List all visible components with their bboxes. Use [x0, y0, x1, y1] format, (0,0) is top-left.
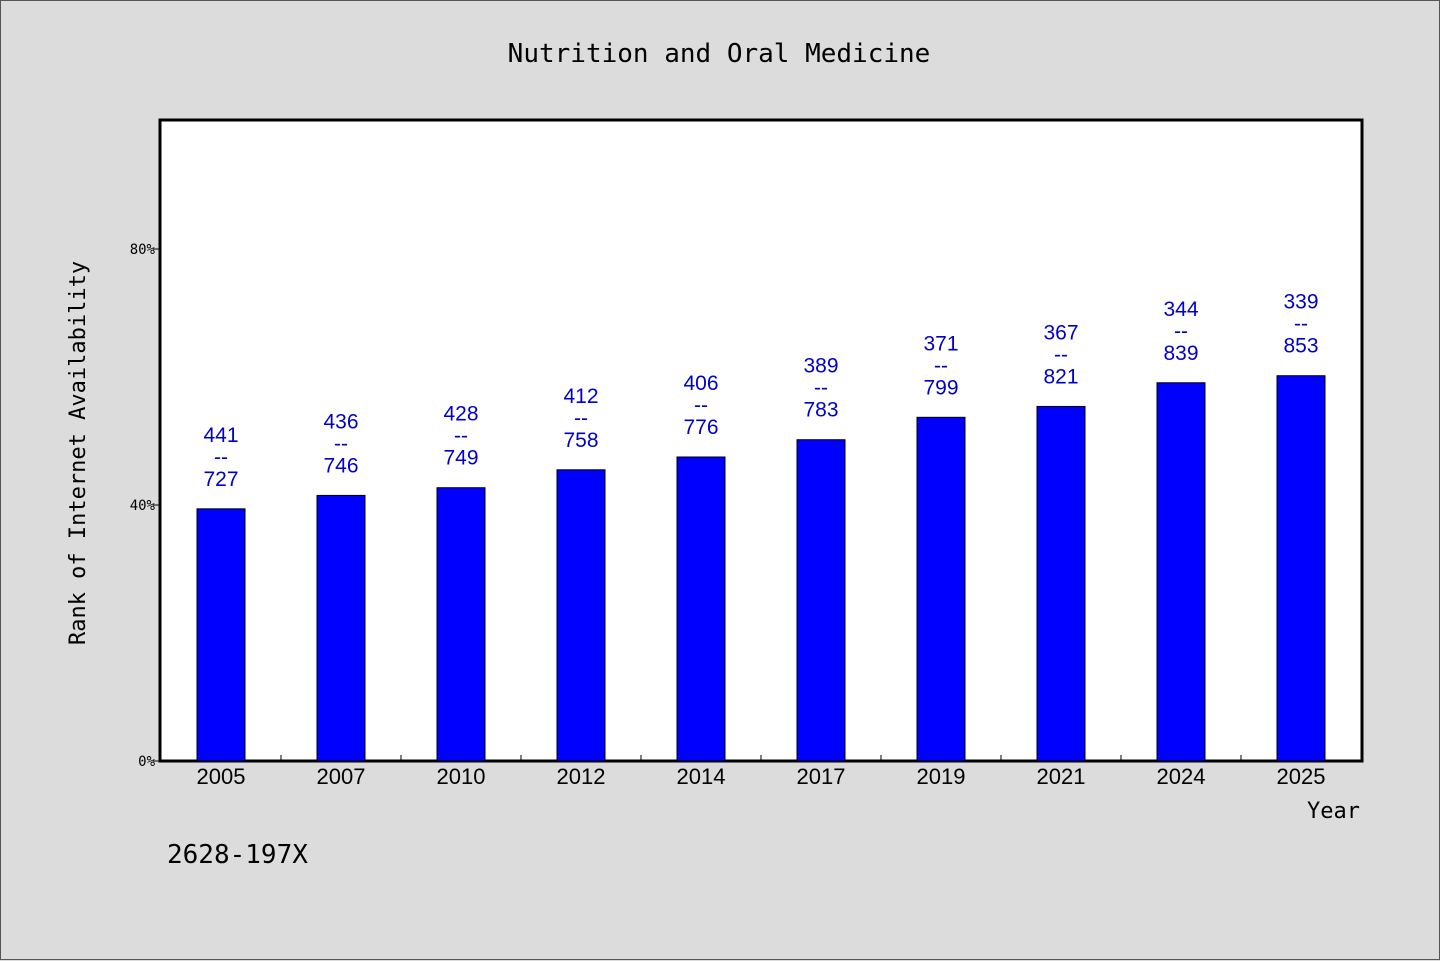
data-label-total-2007: 746	[323, 454, 358, 477]
data-label-rank-2024: 344	[1163, 298, 1198, 321]
data-label-total-2014: 776	[683, 416, 718, 439]
bar-2012	[556, 469, 606, 762]
data-label-separator-2005: --	[214, 446, 228, 469]
data-label-rank-2010: 428	[443, 403, 478, 426]
bar-2021	[1036, 405, 1086, 762]
footnote-code: 2628-197X	[167, 840, 308, 870]
data-label-total-2021: 821	[1043, 365, 1078, 388]
x-tick-label-2019: 2019	[917, 764, 966, 789]
x-tick-label-2024: 2024	[1157, 764, 1206, 789]
bar-2010	[436, 487, 486, 762]
bar-2005	[196, 508, 246, 762]
x-tick-label-2017: 2017	[797, 764, 846, 789]
data-label-separator-2024: --	[1174, 320, 1188, 343]
bar-2025	[1276, 375, 1326, 762]
x-tick-label-2025: 2025	[1277, 764, 1326, 789]
data-label-rank-2019: 371	[923, 332, 958, 355]
data-label-rank-2017: 389	[803, 355, 838, 378]
y-axis-title: Rank of Internet Availability	[66, 261, 91, 645]
chart-title: Nutrition and Oral Medicine	[508, 39, 931, 69]
data-label-total-2005: 727	[203, 468, 238, 491]
bar-2024	[1156, 382, 1206, 762]
data-label-separator-2007: --	[334, 432, 348, 455]
data-labels-group: 441--727436--746428--749412--758406--776…	[203, 291, 1318, 491]
data-label-rank-2021: 367	[1043, 321, 1078, 344]
x-tick-label-2005: 2005	[197, 764, 246, 789]
bar-2019	[916, 416, 966, 762]
y-axis-ticks: 0% 40% 80%	[130, 242, 161, 770]
y-tick-label-80: 80%	[130, 242, 156, 258]
data-label-separator-2025: --	[1294, 313, 1308, 336]
bar-2014	[676, 456, 726, 762]
data-label-separator-2012: --	[574, 407, 588, 430]
data-label-total-2024: 839	[1163, 342, 1198, 365]
bar-2017	[796, 439, 846, 762]
data-label-separator-2019: --	[934, 354, 948, 377]
x-axis-title: Year	[1307, 799, 1360, 824]
data-label-total-2019: 799	[923, 376, 958, 399]
data-label-total-2010: 749	[443, 447, 478, 470]
y-tick-label-0: 0%	[138, 754, 155, 770]
data-label-rank-2007: 436	[323, 410, 358, 433]
data-label-separator-2017: --	[814, 377, 828, 400]
x-tick-label-2014: 2014	[677, 764, 726, 789]
data-label-separator-2010: --	[454, 425, 468, 448]
x-axis-ticks: 2005 2007 2010 2012 2014 2017 2019 2021 2024 2025	[197, 755, 1326, 789]
data-label-rank-2025: 339	[1283, 291, 1318, 314]
y-tick-label-40: 40%	[130, 498, 156, 514]
x-tick-label-2012: 2012	[557, 764, 606, 789]
data-label-total-2017: 783	[803, 399, 838, 422]
x-tick-label-2007: 2007	[317, 764, 366, 789]
data-label-total-2012: 758	[563, 429, 598, 452]
data-label-rank-2014: 406	[683, 372, 718, 395]
data-label-separator-2021: --	[1054, 343, 1068, 366]
x-tick-label-2021: 2021	[1037, 764, 1086, 789]
data-label-separator-2014: --	[694, 394, 708, 417]
x-tick-label-2010: 2010	[437, 764, 486, 789]
data-label-total-2025: 853	[1283, 335, 1318, 358]
data-label-rank-2012: 412	[563, 385, 598, 408]
bar-2007	[316, 494, 366, 762]
bars-group	[196, 375, 1326, 762]
data-label-rank-2005: 441	[203, 424, 238, 447]
